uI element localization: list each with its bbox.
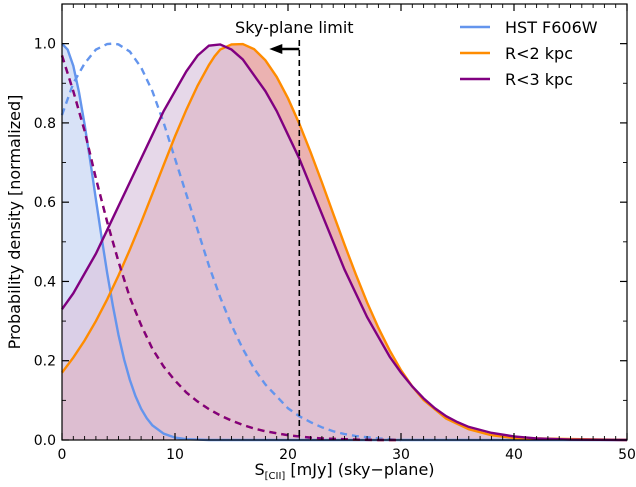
sky-plane-limit-label: Sky-plane limit	[235, 18, 353, 37]
y-tick-label: 1.0	[34, 37, 56, 53]
legend-label: HST F606W	[505, 18, 598, 37]
legend-label: R<3 kpc	[505, 70, 573, 89]
hst-f606w-dashed-line	[60, 42, 402, 442]
legend: HST F606W R<2 kpc R<3 kpc	[460, 18, 598, 89]
x-axis-label-rest: [mJy] (sky−plane)	[285, 460, 434, 479]
x-tick-label: 40	[505, 447, 523, 463]
x-tick-label: 30	[392, 447, 410, 463]
r-3-kpc-solid-line	[61, 43, 628, 442]
x-axis-label: S[CII] [mJy] (sky−plane)	[254, 460, 434, 482]
sky-plane-limit: Sky-plane limit	[235, 18, 354, 440]
tick-labels: 0 10 20 30 40 50 0.0 0.2 0.4 0.6 0.8 1.0	[34, 37, 636, 463]
y-tick-label: 0.0	[34, 433, 56, 449]
x-tick-label: 10	[166, 447, 184, 463]
y-tick-label: 0.4	[34, 274, 56, 290]
x-axis-label-subscript: [CII]	[265, 471, 286, 482]
x-axis-label-main: S	[254, 460, 264, 479]
legend-label: R<2 kpc	[505, 44, 573, 63]
limit-arrow-icon	[269, 44, 283, 54]
y-tick-label: 0.8	[34, 116, 56, 132]
x-tick-label: 50	[618, 447, 636, 463]
r-3-kpc-fill-area	[62, 44, 627, 441]
y-tick-label: 0.2	[34, 354, 56, 370]
y-axis-label: Probability density [normalized]	[5, 95, 24, 350]
x-tick-label: 0	[58, 447, 67, 463]
y-tick-label: 0.6	[34, 195, 56, 211]
x-tick-label: 20	[279, 447, 297, 463]
series-fills	[62, 43, 627, 441]
axis-ticks	[61, 3, 628, 441]
